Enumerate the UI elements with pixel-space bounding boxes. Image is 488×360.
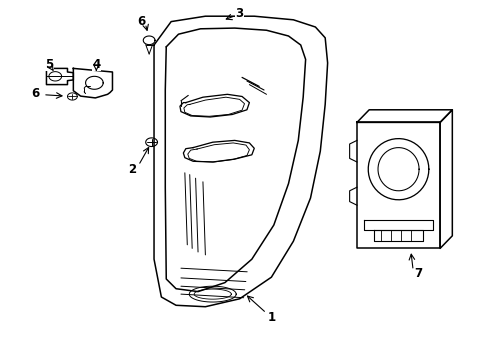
Text: 2: 2 xyxy=(128,163,136,176)
Text: 6: 6 xyxy=(31,87,39,100)
Text: 6: 6 xyxy=(138,15,145,28)
Text: 4: 4 xyxy=(92,58,100,71)
Text: 7: 7 xyxy=(413,267,421,280)
Text: 5: 5 xyxy=(45,58,53,71)
Text: 1: 1 xyxy=(267,311,275,324)
Text: 3: 3 xyxy=(235,7,243,20)
